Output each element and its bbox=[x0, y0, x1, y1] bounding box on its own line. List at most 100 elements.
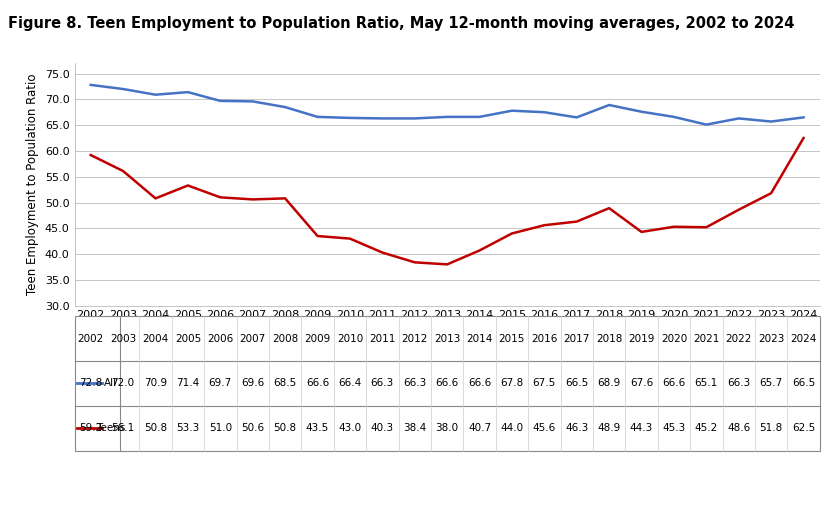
Teens bbox=[604, 205, 614, 211]
All bbox=[765, 119, 775, 125]
Text: 69.6: 69.6 bbox=[241, 378, 264, 388]
All bbox=[668, 114, 678, 120]
All bbox=[636, 109, 646, 115]
Text: 44.0: 44.0 bbox=[500, 423, 523, 433]
All bbox=[247, 98, 257, 104]
Text: 2021: 2021 bbox=[692, 334, 719, 344]
Text: 2007: 2007 bbox=[239, 334, 265, 344]
Text: 2023: 2023 bbox=[757, 334, 783, 344]
Teens bbox=[700, 224, 710, 230]
Text: 50.6: 50.6 bbox=[241, 423, 264, 433]
Text: Figure 8. Teen Employment to Population Ratio, May 12-month moving averages, 200: Figure 8. Teen Employment to Population … bbox=[8, 16, 794, 31]
Text: 2004: 2004 bbox=[142, 334, 169, 344]
Text: 48.6: 48.6 bbox=[726, 423, 749, 433]
All bbox=[442, 114, 452, 120]
All bbox=[118, 86, 128, 92]
Text: 62.5: 62.5 bbox=[791, 423, 814, 433]
Text: 51.0: 51.0 bbox=[208, 423, 232, 433]
Text: 66.5: 66.5 bbox=[564, 378, 588, 388]
Text: 69.7: 69.7 bbox=[208, 378, 232, 388]
Text: 65.1: 65.1 bbox=[694, 378, 717, 388]
Text: 72.8: 72.8 bbox=[79, 378, 103, 388]
Text: 67.8: 67.8 bbox=[500, 378, 523, 388]
All bbox=[151, 92, 160, 98]
Teens bbox=[215, 194, 225, 200]
Text: 2012: 2012 bbox=[401, 334, 428, 344]
Text: 2016: 2016 bbox=[530, 334, 557, 344]
Text: 70.9: 70.9 bbox=[144, 378, 167, 388]
Text: Teens: Teens bbox=[96, 423, 126, 433]
All bbox=[571, 114, 581, 121]
Teens bbox=[247, 196, 257, 202]
Text: 2010: 2010 bbox=[337, 334, 362, 344]
Teens bbox=[86, 152, 96, 158]
All bbox=[183, 89, 193, 95]
Text: 67.5: 67.5 bbox=[532, 378, 555, 388]
Text: 53.3: 53.3 bbox=[176, 423, 199, 433]
Text: 68.5: 68.5 bbox=[273, 378, 296, 388]
All bbox=[86, 82, 96, 88]
Text: 66.4: 66.4 bbox=[338, 378, 361, 388]
Teens bbox=[409, 259, 419, 266]
Text: 2020: 2020 bbox=[660, 334, 686, 344]
Text: 2008: 2008 bbox=[271, 334, 298, 344]
All bbox=[377, 115, 387, 122]
Text: 2006: 2006 bbox=[207, 334, 233, 344]
Text: 56.1: 56.1 bbox=[112, 423, 135, 433]
Text: 51.8: 51.8 bbox=[758, 423, 782, 433]
Text: 66.6: 66.6 bbox=[435, 378, 458, 388]
Teens bbox=[538, 222, 548, 228]
Text: 44.3: 44.3 bbox=[629, 423, 653, 433]
All bbox=[345, 115, 355, 121]
Text: 2013: 2013 bbox=[433, 334, 460, 344]
Text: 68.9: 68.9 bbox=[597, 378, 620, 388]
Text: 43.0: 43.0 bbox=[338, 423, 361, 433]
Teens bbox=[151, 195, 160, 201]
Text: 50.8: 50.8 bbox=[144, 423, 167, 433]
Teens bbox=[474, 247, 484, 253]
Teens bbox=[118, 168, 128, 174]
Text: 2011: 2011 bbox=[369, 334, 395, 344]
All bbox=[215, 97, 225, 104]
Teens bbox=[183, 182, 193, 189]
Text: 2019: 2019 bbox=[628, 334, 654, 344]
Teens bbox=[280, 195, 289, 201]
Text: 2014: 2014 bbox=[466, 334, 492, 344]
Text: 66.3: 66.3 bbox=[403, 378, 426, 388]
Text: 38.0: 38.0 bbox=[435, 423, 458, 433]
Text: 38.4: 38.4 bbox=[403, 423, 426, 433]
Text: 45.3: 45.3 bbox=[662, 423, 685, 433]
Text: 40.7: 40.7 bbox=[467, 423, 490, 433]
Text: 2009: 2009 bbox=[304, 334, 330, 344]
Text: 71.4: 71.4 bbox=[176, 378, 199, 388]
Text: 72.0: 72.0 bbox=[112, 378, 135, 388]
Text: 66.6: 66.6 bbox=[467, 378, 490, 388]
All bbox=[797, 114, 807, 121]
Teens bbox=[733, 207, 743, 213]
Text: 43.5: 43.5 bbox=[305, 423, 329, 433]
All bbox=[538, 109, 548, 115]
All bbox=[474, 114, 484, 120]
Line: Teens: Teens bbox=[91, 138, 802, 265]
Teens bbox=[636, 229, 646, 235]
All bbox=[604, 102, 614, 108]
Text: 66.6: 66.6 bbox=[305, 378, 329, 388]
Teens bbox=[506, 230, 516, 237]
Teens bbox=[765, 190, 775, 197]
Text: All: All bbox=[104, 378, 117, 388]
Text: 40.3: 40.3 bbox=[370, 423, 394, 433]
All bbox=[506, 108, 516, 114]
Text: 46.3: 46.3 bbox=[564, 423, 588, 433]
Text: 50.8: 50.8 bbox=[273, 423, 296, 433]
Text: 2017: 2017 bbox=[563, 334, 589, 344]
Teens bbox=[797, 135, 807, 141]
Teens bbox=[442, 261, 452, 268]
Text: 45.2: 45.2 bbox=[694, 423, 717, 433]
Text: 2018: 2018 bbox=[595, 334, 622, 344]
Text: 66.6: 66.6 bbox=[662, 378, 685, 388]
Text: 2002: 2002 bbox=[78, 334, 103, 344]
Text: 67.6: 67.6 bbox=[629, 378, 653, 388]
Text: 65.7: 65.7 bbox=[758, 378, 782, 388]
All bbox=[409, 115, 419, 122]
Teens bbox=[377, 249, 387, 256]
